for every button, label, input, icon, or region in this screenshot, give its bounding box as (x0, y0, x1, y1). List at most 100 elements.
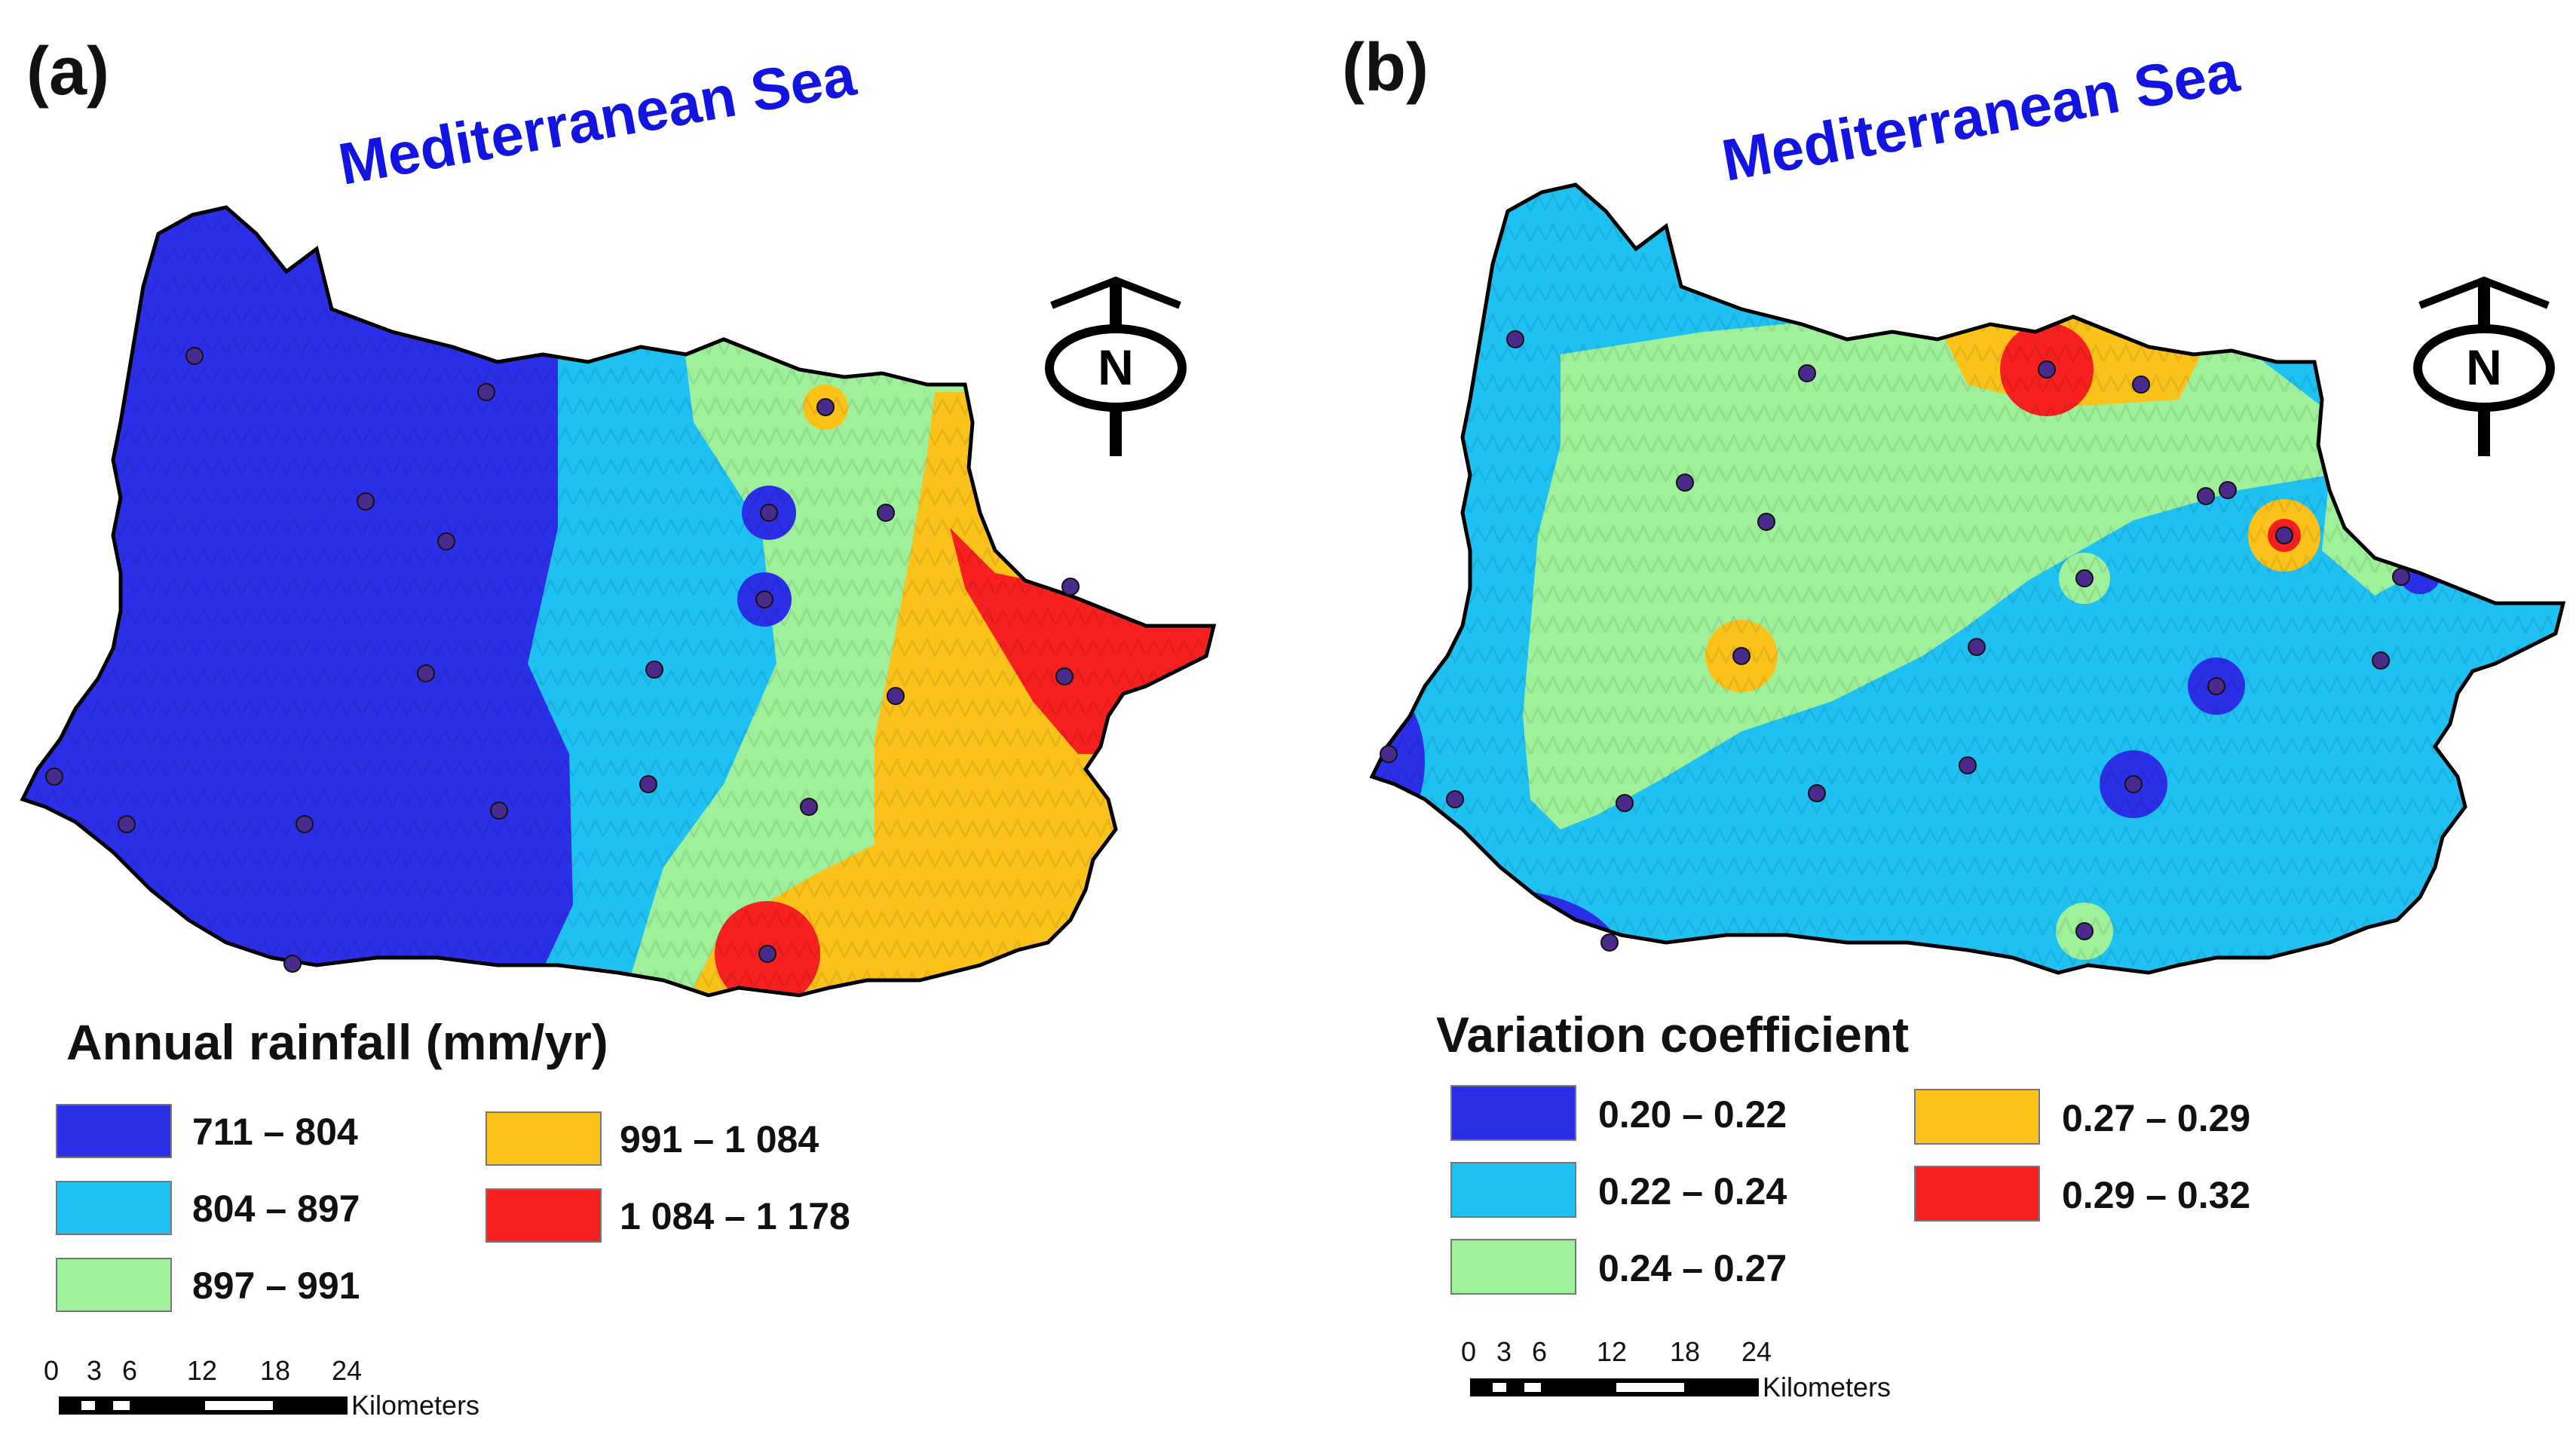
legend-label: 991 – 1 084 (620, 1118, 819, 1160)
legend-swatch (485, 1188, 602, 1243)
scale-tick: 3 (87, 1355, 102, 1386)
legend-item: 0.29 – 0.32 (1914, 1166, 2250, 1222)
station-point (417, 664, 435, 682)
station-point (1506, 330, 1524, 348)
legend-swatch (1450, 1085, 1576, 1141)
station-point (1968, 638, 1986, 656)
station-point (1808, 784, 1826, 802)
station-point (2197, 487, 2215, 505)
station-point (1676, 474, 1694, 492)
legend-swatch (485, 1111, 602, 1166)
stations (1380, 330, 2410, 952)
station-point (437, 532, 455, 550)
scale-tick: 0 (1461, 1336, 1476, 1367)
scale-tick: 6 (1532, 1336, 1547, 1367)
scale-bar: 0 3 6 12 18 24 Kilometers (44, 1355, 479, 1421)
legend-label: 0.24 – 0.27 (1598, 1247, 1787, 1289)
station-point (2038, 360, 2056, 379)
station-point (760, 504, 778, 522)
station-point (800, 798, 818, 816)
scale-tick: 12 (1597, 1336, 1627, 1367)
station-point (1446, 790, 1464, 808)
scale-tick: 3 (1496, 1336, 1512, 1367)
station-point (2124, 775, 2143, 793)
station-point (1959, 756, 1977, 774)
station-point (645, 661, 663, 679)
station-point (755, 590, 773, 609)
station-point (296, 815, 314, 833)
north-arrow-icon: N (2413, 276, 2555, 456)
legend: Variation coefficient 0.20 – 0.22 0.22 –… (1436, 1007, 2250, 1295)
legend-item: 804 – 897 (56, 1181, 360, 1235)
legend-swatch (56, 1104, 172, 1158)
station-point (357, 492, 375, 510)
legend-item: 0.27 – 0.29 (1914, 1089, 2250, 1145)
station-point (477, 383, 495, 401)
station-point (1757, 513, 1775, 531)
station-point (2392, 568, 2410, 586)
station-point (283, 955, 302, 973)
station-point (1380, 745, 1398, 763)
sea-label: Mediterranean Sea (334, 41, 861, 198)
legend-swatch (1914, 1089, 2040, 1145)
station-point (45, 768, 63, 786)
station-point (816, 398, 835, 416)
station-point (2132, 376, 2150, 394)
sea-label: Mediterranean Sea (1717, 38, 2244, 194)
legend-item: 0.24 – 0.27 (1450, 1239, 1787, 1295)
legend-item: 0.22 – 0.24 (1450, 1162, 1787, 1218)
north-arrow-icon: N (1045, 276, 1187, 456)
station-point (2275, 526, 2293, 544)
legend-label: 0.22 – 0.24 (1598, 1170, 1787, 1212)
station-point (118, 815, 136, 833)
station-point (639, 775, 657, 793)
stations (45, 347, 1080, 973)
panel-label: (b) (1342, 30, 1429, 106)
scale-tick: 18 (1670, 1336, 1700, 1367)
station-point (2075, 569, 2094, 587)
scale-tick: 12 (187, 1355, 217, 1386)
station-point (490, 802, 508, 820)
station-point (2207, 677, 2225, 695)
legend: Annual rainfall (mm/yr) 711 – 804 804 – … (56, 1014, 850, 1312)
north-label: N (2466, 339, 2502, 395)
variation-map (1372, 185, 2563, 973)
station-point (2219, 481, 2237, 499)
station-point (1600, 933, 1619, 952)
scale-unit: Kilometers (1763, 1372, 1891, 1403)
legend-label: 0.20 – 0.22 (1598, 1093, 1787, 1136)
station-point (758, 945, 776, 963)
legend-label: 804 – 897 (192, 1188, 360, 1230)
scale-tick: 24 (1741, 1336, 1772, 1367)
legend-swatch (1450, 1162, 1576, 1218)
scale-tick: 24 (332, 1355, 362, 1386)
legend-swatch (1450, 1239, 1576, 1295)
station-point (1732, 647, 1751, 665)
legend-title: Annual rainfall (mm/yr) (66, 1014, 608, 1070)
scale-tick: 18 (260, 1355, 290, 1386)
station-point (185, 347, 204, 365)
panel-label: (a) (26, 34, 109, 109)
north-label: N (1098, 339, 1134, 395)
station-point (1616, 794, 1634, 812)
scale-bar: 0 3 6 12 18 24 Kilometers (1461, 1336, 1891, 1403)
scale-unit: Kilometers (351, 1390, 479, 1421)
legend-swatch (1914, 1166, 2040, 1222)
scale-tick: 0 (44, 1355, 59, 1386)
panel-b: (b) Mediterranean Sea (1342, 30, 2576, 1403)
legend-item: 897 – 991 (56, 1258, 360, 1312)
legend-item: 0.20 – 0.22 (1450, 1085, 1787, 1141)
legend-item: 1 084 – 1 178 (485, 1188, 850, 1243)
legend-item: 991 – 1 084 (485, 1111, 819, 1166)
scale-tick: 6 (122, 1355, 137, 1386)
legend-title: Variation coefficient (1436, 1007, 1909, 1062)
legend-item: 711 – 804 (56, 1104, 358, 1158)
legend-swatch (56, 1181, 172, 1235)
station-point (1061, 578, 1080, 596)
station-point (2075, 922, 2094, 940)
station-point (877, 504, 895, 522)
legend-label: 0.27 – 0.29 (2062, 1097, 2250, 1139)
legend-label: 0.29 – 0.32 (2062, 1174, 2250, 1216)
station-point (887, 687, 905, 705)
